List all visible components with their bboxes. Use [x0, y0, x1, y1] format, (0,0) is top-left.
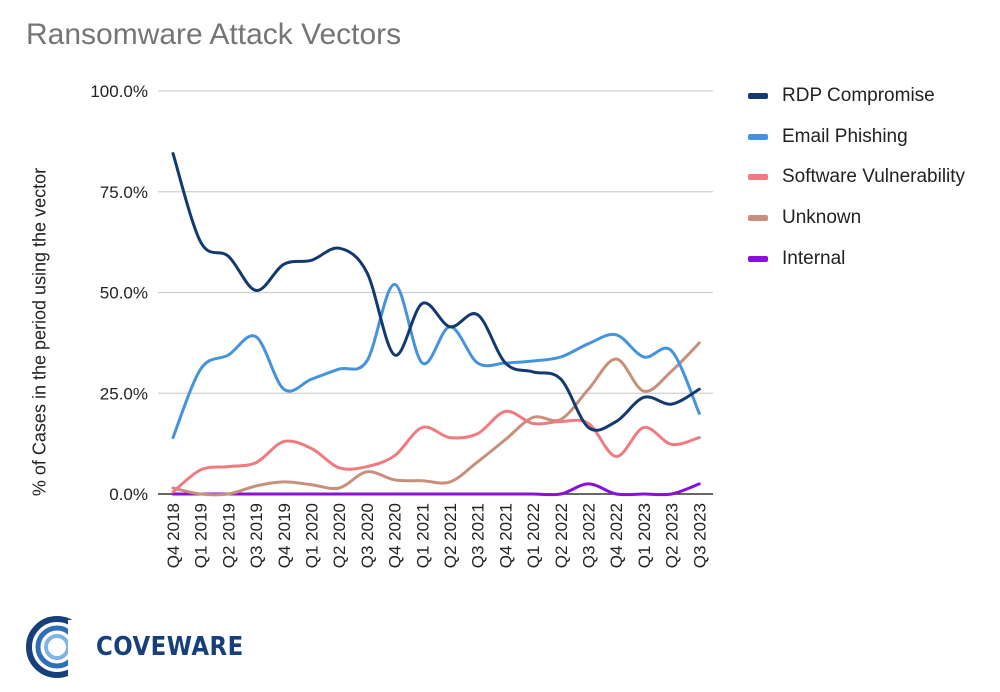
legend-swatch — [748, 133, 768, 140]
x-tick-label: Q1 2019 — [192, 503, 211, 568]
x-tick-label: Q4 2020 — [386, 503, 405, 568]
legend-item-email-phishing: Email Phishing — [748, 117, 965, 158]
legend-swatch — [748, 93, 768, 100]
x-tick-label: Q1 2021 — [413, 503, 432, 568]
legend-item-unknown: Unknown — [748, 198, 965, 239]
legend-swatch — [748, 255, 768, 262]
x-tick-label: Q1 2020 — [303, 503, 322, 568]
x-tick-label: Q4 2021 — [496, 503, 515, 568]
x-tick-label: Q2 2019 — [219, 503, 238, 568]
y-tick-label: 25.0% — [100, 384, 148, 403]
x-tick-label: Q1 2023 — [635, 503, 654, 568]
gridlines — [158, 90, 713, 495]
x-tick-label: Q3 2021 — [469, 503, 488, 568]
x-tick-label: Q4 2019 — [275, 503, 294, 568]
x-tick-label: Q4 2018 — [164, 503, 183, 568]
x-tick-label: Q3 2022 — [580, 503, 599, 568]
series-line-software-vulnerability — [171, 409, 701, 494]
x-tick-label: Q4 2022 — [607, 503, 626, 568]
series-line-email-phishing — [171, 282, 701, 440]
y-tick-label: 100.0% — [90, 82, 148, 101]
x-tick-label: Q3 2019 — [247, 503, 266, 568]
coveware-logo: COVEWARE — [24, 614, 264, 680]
x-tick-label: Q1 2022 — [524, 503, 543, 568]
x-tick-labels: Q4 2018 Q1 2019 Q2 2019 Q3 2019 Q4 2019 Q1 20… — [164, 503, 709, 568]
legend-label: Email Phishing — [782, 125, 908, 147]
y-tick-labels: 0.0% 25.0% 50.0% 75.0% 100.0% — [90, 82, 148, 504]
chart-title: Ransomware Attack Vectors — [26, 18, 402, 51]
legend-label: RDP Compromise — [782, 85, 935, 107]
series-line-unknown — [171, 341, 701, 497]
y-tick-label: 0.0% — [109, 485, 148, 504]
legend-label: Unknown — [782, 207, 862, 229]
y-tick-label: 75.0% — [100, 183, 148, 202]
legend-item-software-vulnerability: Software Vulnerability — [748, 157, 965, 198]
series-line-internal — [171, 482, 701, 497]
x-tick-label: Q2 2022 — [552, 503, 571, 568]
y-tick-label: 50.0% — [100, 284, 148, 303]
x-tick-label: Q3 2023 — [690, 503, 709, 568]
legend-item-internal: Internal — [748, 238, 965, 279]
x-tick-label: Q2 2023 — [663, 503, 682, 568]
legend-swatch — [748, 215, 768, 222]
legend-label: Software Vulnerability — [782, 166, 966, 188]
x-tick-label: Q3 2020 — [358, 503, 377, 568]
coveware-logo-icon — [26, 616, 90, 680]
series-line-rdp-compromise — [171, 152, 701, 432]
legend: RDP Compromise Email Phishing Software Vul… — [748, 76, 965, 279]
series-lines — [171, 152, 701, 497]
x-tick-label: Q2 2021 — [441, 503, 460, 568]
legend-label: Internal — [782, 247, 846, 269]
legend-swatch — [748, 174, 768, 181]
legend-item-rdp-compromise: RDP Compromise — [748, 76, 965, 117]
x-tick-label: Q2 2020 — [330, 503, 349, 568]
coveware-logo-text: COVEWARE — [96, 632, 244, 662]
